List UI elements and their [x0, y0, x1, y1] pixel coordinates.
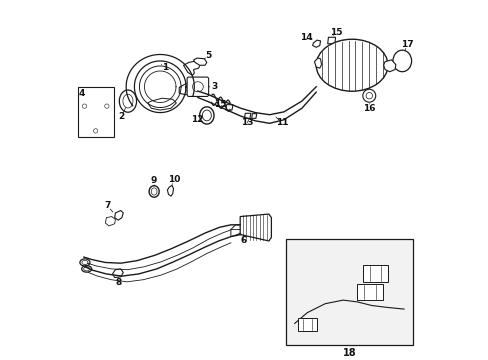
FancyBboxPatch shape — [362, 265, 387, 282]
Polygon shape — [314, 58, 321, 68]
FancyBboxPatch shape — [357, 284, 382, 300]
Polygon shape — [147, 98, 176, 110]
Text: 3: 3 — [210, 82, 217, 91]
Polygon shape — [251, 114, 256, 118]
Circle shape — [366, 93, 372, 99]
Polygon shape — [105, 217, 115, 226]
Polygon shape — [167, 185, 173, 196]
Polygon shape — [383, 60, 395, 72]
Polygon shape — [312, 40, 320, 47]
Ellipse shape — [316, 39, 387, 91]
Bar — [285, 239, 412, 345]
Polygon shape — [183, 61, 201, 75]
Polygon shape — [240, 214, 271, 241]
Circle shape — [362, 89, 375, 102]
Text: 11: 11 — [275, 118, 288, 127]
Circle shape — [93, 129, 98, 133]
Polygon shape — [112, 269, 123, 278]
FancyBboxPatch shape — [187, 77, 208, 96]
Circle shape — [104, 104, 109, 108]
Text: 13: 13 — [241, 118, 253, 127]
Circle shape — [82, 104, 86, 108]
Polygon shape — [179, 82, 196, 95]
Text: 2: 2 — [119, 112, 125, 121]
Text: 18: 18 — [342, 348, 355, 358]
Text: 9: 9 — [151, 176, 157, 185]
Ellipse shape — [392, 50, 411, 72]
Text: 1: 1 — [162, 63, 168, 72]
Text: 12: 12 — [190, 115, 203, 124]
Text: 15: 15 — [213, 100, 226, 109]
Text: 16: 16 — [362, 104, 375, 113]
Text: 6: 6 — [240, 237, 246, 246]
Text: 15: 15 — [329, 28, 342, 37]
Text: 10: 10 — [168, 175, 181, 184]
Polygon shape — [193, 58, 206, 65]
FancyBboxPatch shape — [297, 318, 316, 330]
Text: 5: 5 — [205, 51, 211, 60]
Polygon shape — [337, 77, 348, 87]
Bar — [78, 87, 113, 137]
Polygon shape — [115, 211, 123, 220]
Text: 17: 17 — [401, 40, 413, 49]
Text: 4: 4 — [79, 89, 85, 98]
Circle shape — [185, 85, 192, 92]
Polygon shape — [244, 113, 250, 118]
Polygon shape — [230, 225, 244, 237]
Text: 8: 8 — [115, 278, 121, 287]
Polygon shape — [225, 105, 233, 110]
Text: 14: 14 — [299, 33, 312, 42]
Polygon shape — [327, 37, 335, 44]
Text: 7: 7 — [104, 201, 110, 210]
